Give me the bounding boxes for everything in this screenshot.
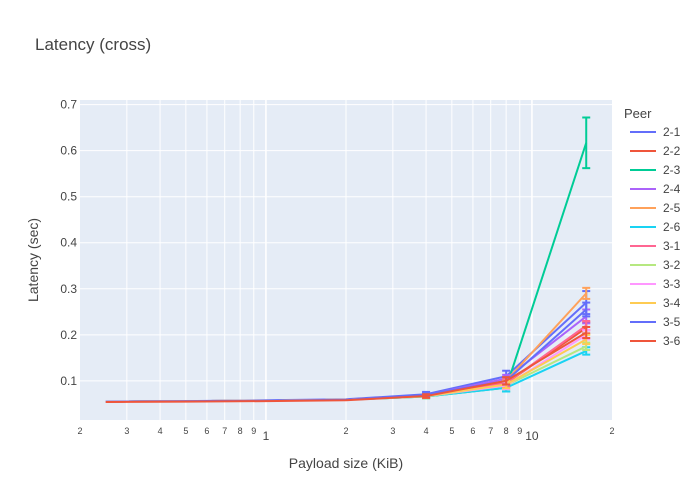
legend-label: 3-3 [663,277,681,291]
x-tick-label: 2 [77,426,82,436]
legend-label: 2-6 [663,220,681,234]
legend-label: 3-1 [663,239,681,253]
x-tick-label: 9 [517,426,522,436]
x-tick-label: 7 [222,426,227,436]
x-tick-label: 3 [390,426,395,436]
x-tick-label: 6 [470,426,475,436]
y-tick-label: 0.6 [60,144,77,158]
chart-title: Latency (cross) [35,35,151,54]
legend-label: 2-3 [663,163,681,177]
y-tick-label: 0.3 [60,282,77,296]
x-tick-label: 3 [124,426,129,436]
x-tick-label: 8 [238,426,243,436]
x-tick-label: 9 [251,426,256,436]
x-tick-label: 4 [158,426,163,436]
x-axis-title: Payload size (KiB) [289,455,403,471]
x-tick-label: 2 [609,426,614,436]
x-tick-label: 4 [424,426,429,436]
legend-title: Peer [624,106,652,121]
x-tick-label: 8 [504,426,509,436]
legend-label: 2-5 [663,201,681,215]
x-tick-label: 10 [525,429,539,443]
x-tick-label: 2 [343,426,348,436]
legend-label: 3-6 [663,334,681,348]
y-axis-title: Latency (sec) [25,218,41,302]
y-tick-label: 0.2 [60,328,77,342]
legend-label: 2-1 [663,125,681,139]
y-tick-label: 0.1 [60,374,77,388]
y-tick-label: 0.4 [60,236,77,250]
x-tick-label: 1 [263,429,270,443]
legend-label: 2-2 [663,144,681,158]
x-tick-label: 6 [204,426,209,436]
x-tick-label: 5 [449,426,454,436]
legend-label: 3-4 [663,296,681,310]
legend-label: 3-2 [663,258,681,272]
legend-label: 2-4 [663,182,681,196]
x-tick-label: 7 [488,426,493,436]
y-tick-label: 0.7 [60,98,77,112]
x-tick-label: 5 [183,426,188,436]
y-tick-label: 0.5 [60,190,77,204]
legend-label: 3-5 [663,315,681,329]
